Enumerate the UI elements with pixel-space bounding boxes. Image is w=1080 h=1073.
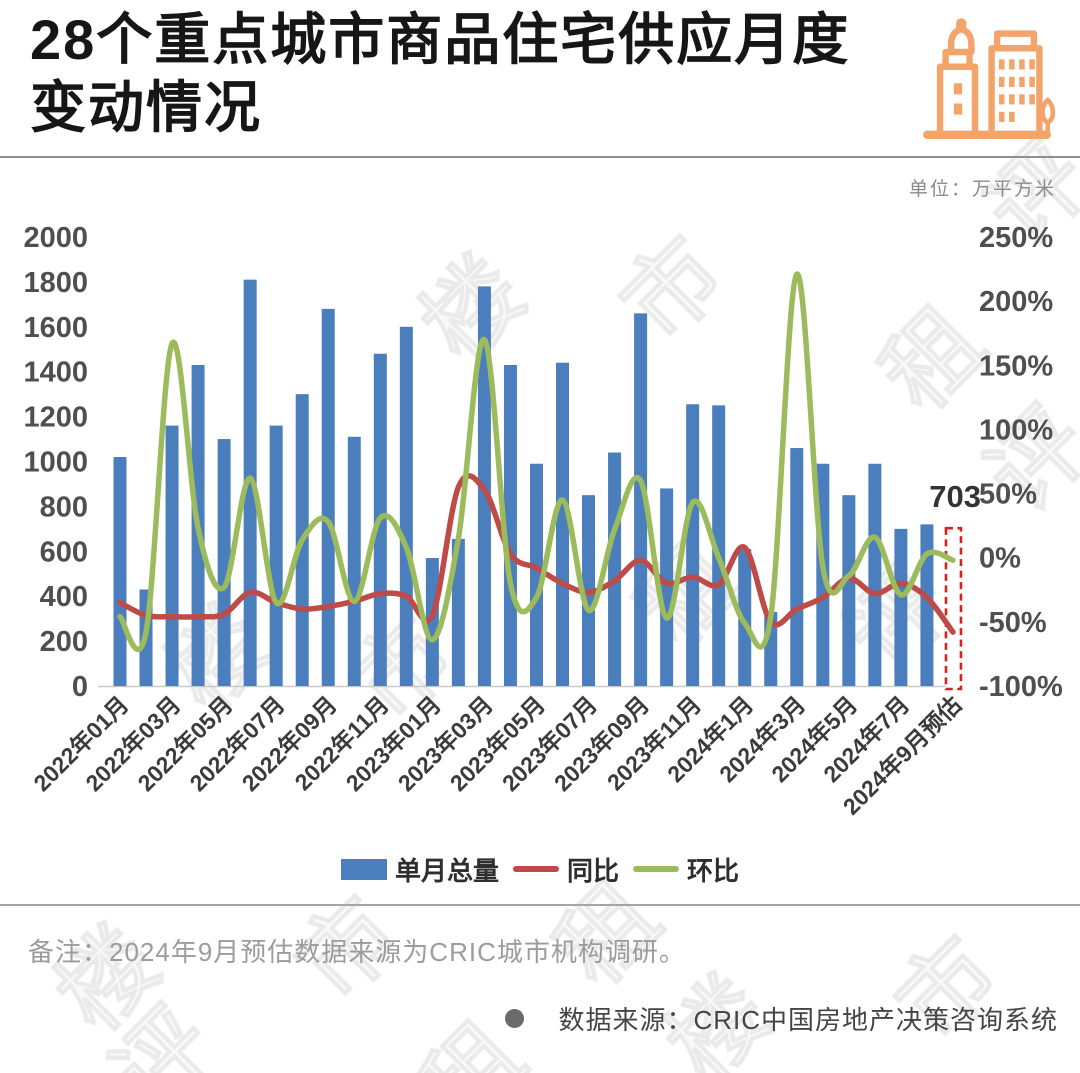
bar-2022年12月 [399, 326, 413, 686]
icon-left-tower [936, 63, 979, 139]
left-axis-tick-label: 1400 [23, 357, 88, 389]
watermark-glyph: 评 [92, 988, 236, 1073]
bar-2023年12月 [712, 405, 726, 686]
bar-2023年09月 [634, 313, 648, 686]
watermark-glyph: 市 [877, 918, 1021, 1062]
footer-divider [0, 904, 1080, 906]
bar-2023年02月 [451, 538, 465, 686]
bar-2022年09月 [321, 308, 335, 686]
bar-2022年10月 [347, 436, 361, 686]
bar-2024年1月 [738, 549, 752, 686]
supply-combo-chart: 2000180016001400120010008006004002000250… [23, 222, 1063, 820]
data-source: 数据来源：CRIC中国房地产决策咨询系统 [505, 1000, 1058, 1037]
icon-dome [947, 18, 975, 56]
bar-2022年07月 [269, 425, 283, 686]
icon-window-grid [998, 59, 1035, 122]
page-title-line1: 28个重点城市商品住宅供应月度 [30, 8, 851, 71]
unit-label: 单位：万平方米 [908, 179, 1056, 200]
watermark-glyph: 楼 [37, 908, 181, 1052]
bar-2024年8月 [920, 524, 934, 686]
page-title-line2: 变动情况 [30, 76, 262, 140]
legend-label-mom: 环比 [687, 855, 740, 886]
bar-2022年01月 [113, 457, 127, 686]
legend-label-bar: 单月总量 [394, 855, 499, 886]
chart-legend: 单月总量 同比 环比 [0, 852, 1080, 886]
icon-left-tower-cap [942, 48, 973, 70]
legend-item-mom: 环比 [633, 851, 739, 888]
bar-2023年01月 [425, 558, 439, 686]
bar-2022年05月 [217, 439, 231, 686]
bar-2023年05月 [529, 463, 543, 686]
bar-2023年11月 [686, 404, 700, 686]
left-axis-tick-label: 800 [40, 491, 88, 523]
left-axis-tick-label: 400 [40, 581, 88, 613]
left-axis-tick-label: 2000 [23, 222, 88, 254]
footnote: 备注：2024年9月预估数据来源为CRIC城市机构调研。 [28, 937, 686, 967]
left-axis-tick-label: 600 [40, 536, 88, 568]
city-buildings-icon [923, 18, 1056, 139]
bar-2023年08月 [608, 452, 622, 686]
bullet-dot-icon [505, 1009, 525, 1028]
bar-2024年6月 [868, 463, 882, 686]
yoy-line [117, 473, 956, 635]
bar-2022年03月 [165, 425, 179, 686]
left-axis-tick-label: 1600 [23, 312, 88, 344]
left-axis-tick-label: 1200 [23, 402, 88, 434]
forecast-bar-2024年9月预估 [944, 526, 963, 691]
right-axis-tick-label: 250% [979, 222, 1053, 254]
icon-right-building-cap [993, 30, 1038, 52]
mom-line [117, 271, 956, 653]
legend-yoy-line-icon [512, 866, 559, 872]
bar-2023年04月 [503, 364, 517, 686]
legend-item-yoy: 同比 [512, 851, 619, 888]
bar-2023年10月 [660, 488, 674, 686]
left-axis-tick-label: 200 [40, 626, 88, 658]
left-axis-tick-label: 1000 [23, 447, 88, 479]
icon-window [953, 83, 963, 95]
right-axis-tick-label: 200% [979, 286, 1053, 318]
legend-bar-swatch-icon [340, 858, 387, 880]
left-axis-tick-label: 1800 [23, 267, 88, 299]
bar-2023年06月 [556, 362, 570, 686]
right-axis-tick-label: -100% [979, 671, 1063, 703]
right-axis-tick-label: -50% [979, 607, 1047, 639]
legend-item-bar: 单月总量 [340, 851, 499, 888]
bar-2022年06月 [243, 279, 257, 686]
header-divider [0, 156, 1080, 158]
icon-tree [1040, 97, 1056, 138]
legend-mom-line-icon [633, 866, 679, 872]
icon-window [953, 103, 963, 115]
bar-2024年5月 [842, 495, 856, 686]
bar-2024年3月 [790, 448, 804, 686]
right-axis-tick-label: 0% [979, 543, 1021, 575]
left-axis-tick-label: 0 [72, 671, 88, 703]
right-axis-tick-label: 50% [979, 479, 1037, 511]
right-axis-tick-label: 100% [979, 414, 1053, 446]
page-title: 28个重点城市商品住宅供应月度 变动情况 [30, 6, 850, 143]
legend-label-yoy: 同比 [566, 855, 619, 886]
data-source-text: 数据来源：CRIC中国房地产决策咨询系统 [558, 1005, 1058, 1035]
right-axis-tick-label: 150% [979, 350, 1053, 382]
bar-2024年7月 [894, 528, 908, 686]
forecast-value-label: 703 [929, 479, 981, 514]
